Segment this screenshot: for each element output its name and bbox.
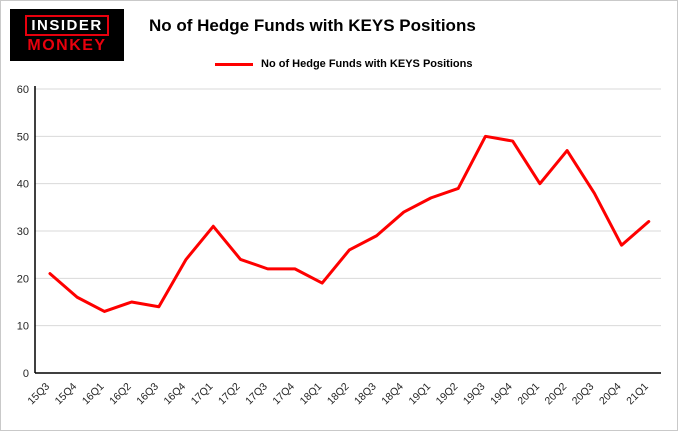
x-tick-label: 20Q3	[570, 381, 597, 408]
x-tick-label: 21Q1	[624, 381, 651, 408]
legend: No of Hedge Funds with KEYS Positions	[215, 58, 472, 70]
insider-monkey-logo: INSIDER MONKEY	[10, 9, 124, 61]
x-tick-label: 17Q3	[243, 381, 270, 408]
y-tick-label: 50	[17, 131, 29, 143]
x-tick-label: 17Q1	[189, 381, 216, 408]
x-tick-label: 15Q3	[25, 381, 52, 408]
x-tick-label: 15Q4	[53, 381, 80, 408]
x-tick-label: 16Q3	[134, 381, 161, 408]
y-tick-label: 10	[17, 321, 29, 333]
y-tick-label: 40	[17, 179, 29, 191]
x-tick-label: 20Q1	[515, 381, 542, 408]
x-tick-label: 19Q1	[406, 381, 433, 408]
x-tick-label: 20Q4	[597, 381, 624, 408]
x-tick-label: 18Q2	[325, 381, 352, 408]
logo-line-monkey: MONKEY	[27, 37, 107, 55]
x-tick-label: 20Q2	[543, 381, 570, 408]
chart-title: No of Hedge Funds with KEYS Positions	[149, 16, 476, 35]
x-tick-label: 19Q2	[434, 381, 461, 408]
legend-label: No of Hedge Funds with KEYS Positions	[261, 58, 473, 70]
x-tick-label: 17Q2	[216, 381, 243, 408]
y-tick-label: 30	[17, 226, 29, 238]
x-tick-label: 17Q4	[270, 381, 297, 408]
x-tick-label: 16Q2	[107, 381, 134, 408]
series-line	[48, 134, 651, 313]
x-tick-label: 18Q3	[352, 381, 379, 408]
y-tick-label: 20	[17, 273, 29, 285]
y-tick-label: 0	[23, 368, 29, 380]
x-tick-label: 18Q4	[379, 381, 406, 408]
legend-line-swatch	[215, 62, 253, 66]
x-tick-label: 16Q1	[80, 381, 107, 408]
x-tick-label: 19Q4	[488, 381, 515, 408]
x-tick-label: 19Q3	[461, 381, 488, 408]
x-tick-label: 16Q4	[162, 381, 189, 408]
y-tick-label: 60	[17, 84, 29, 96]
x-tick-label: 18Q1	[298, 381, 325, 408]
logo-line-insider: INSIDER	[25, 14, 109, 37]
